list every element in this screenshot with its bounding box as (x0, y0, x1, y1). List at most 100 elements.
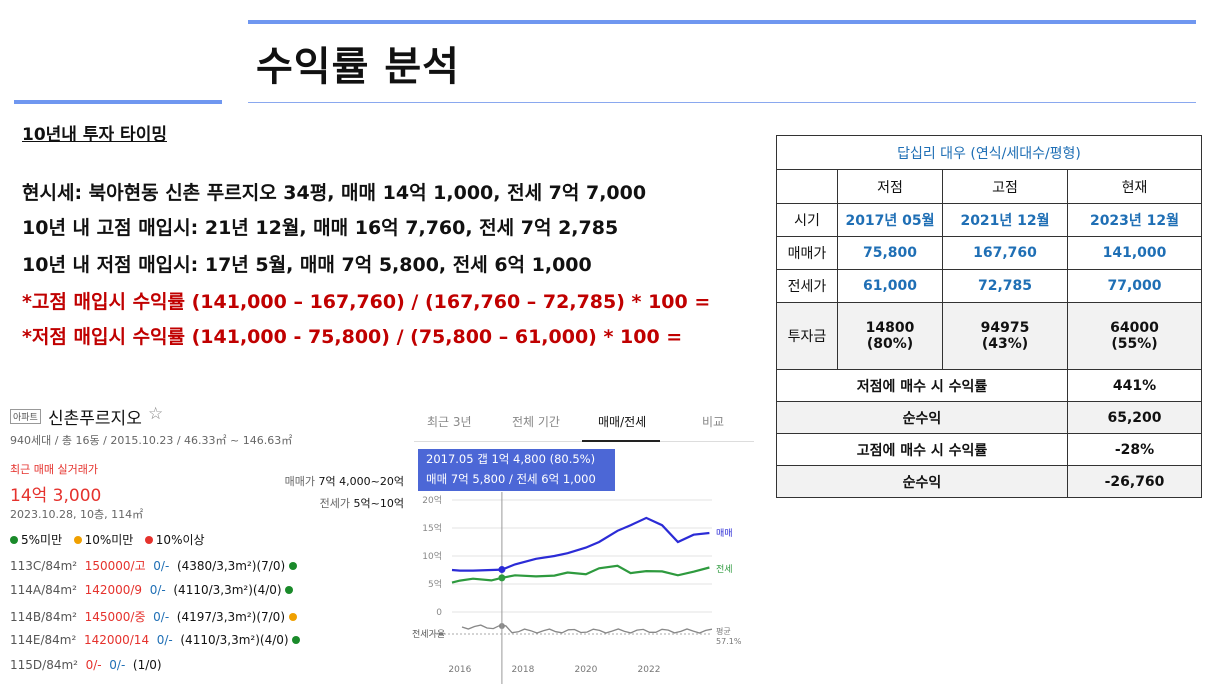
unit-type: 114B/84m² (10, 610, 77, 624)
unit-price: 142000/9 (84, 583, 143, 597)
sale-range-label: 매매가 (284, 475, 316, 488)
apt-name[interactable]: 신촌푸르지오 (48, 409, 142, 429)
jeonse-range-label: 전세가 (319, 497, 351, 510)
col-header-now: 현재 (1067, 169, 1202, 204)
recent-trade-price: 14억 3,000 (10, 486, 102, 506)
row-label-jeonse: 전세가 (776, 269, 838, 303)
unit-row[interactable]: 113C/84m² 150000/고 0/- (4380/3,3m²)(7/0) (10, 557, 300, 574)
unit-type: 114E/84m² (10, 633, 77, 647)
y-tick-label: 20억 (422, 494, 442, 506)
unit-info: (4110/3,3m²)(4/0) (173, 583, 282, 597)
cell-jeonse-low: 61,000 (837, 269, 943, 303)
star-outline-icon[interactable]: ☆ (148, 404, 164, 424)
table-caption: 답십리 대우 (연식/세대수/평형) (776, 135, 1202, 170)
cell-sale-high: 167,760 (942, 236, 1068, 270)
chart-tooltip: 2017.05 갭 1억 4,800 (80.5%) 매매 7억 5,800 /… (418, 449, 615, 491)
top-accent-rule (248, 20, 1196, 24)
avg-label: 평균 (716, 626, 731, 636)
green-dot-icon (285, 586, 294, 594)
invest-amount-now: 64000 (1110, 320, 1159, 336)
table-corner (776, 169, 838, 204)
unit-type: 114A/84m² (10, 583, 77, 597)
recent-trade-date: 2023.10.28, 10층, 114㎡ (10, 508, 144, 521)
x-tick-label: 2020 (574, 665, 597, 675)
unit-row[interactable]: 114A/84m² 142000/9 0/- (4110/3,3m²)(4/0) (10, 583, 296, 597)
unit-row[interactable]: 115D/84m² 0/- 0/- (1/0) (10, 658, 162, 672)
y-tick-label: 10억 (422, 550, 442, 562)
series-line-sale (451, 516, 710, 572)
orange-dot-icon (73, 536, 82, 544)
summary-value-high-yield: -28% (1067, 433, 1202, 466)
x-tick-label: 2018 (511, 665, 534, 675)
tab-recent-3y[interactable]: 최근 3년 (427, 415, 472, 429)
unit-info: (1/0) (132, 658, 162, 672)
tab-sale-jeonse[interactable]: 매매/전세 (598, 415, 647, 429)
rate-legend: 5%미만 10%미만 10%이상 (10, 531, 205, 548)
unit-row[interactable]: 114E/84m² 142000/14 0/- (4110/3,3m²)(4/0… (10, 633, 303, 647)
cell-invest-now: 64000 (55%) (1067, 302, 1202, 370)
green-dot-icon (10, 536, 18, 544)
jeonse-range-value: 5억~10억 (353, 497, 404, 510)
jeonse-range: 전세가 5억~10억 (280, 495, 404, 511)
cell-period-now: 2023년 12월 (1067, 203, 1202, 237)
series-end-label: 전세 (716, 564, 733, 575)
low-formula-line: *저점 매입시 수익률 (141,000 - 75,800) / (75,800… (22, 326, 683, 348)
unit-price: 150000/고 (84, 559, 146, 573)
yield-table: 답십리 대우 (연식/세대수/평형) 저점 고점 현재 시기 2017년 05월… (776, 135, 1202, 498)
tab-active-underline (582, 440, 660, 442)
y-tick-label: 15억 (422, 522, 442, 534)
green-dot-icon (292, 636, 301, 644)
invest-amount-high: 94975 (980, 320, 1030, 336)
summary-value-low-yield: 441% (1067, 369, 1202, 402)
left-accent-rule (14, 100, 222, 104)
unit-type: 113C/84m² (10, 559, 78, 573)
summary-label-high-yield: 고점에 매수 시 수익률 (776, 433, 1068, 466)
summary-value-high-profit: -26,760 (1067, 465, 1202, 498)
orange-dot-icon (288, 613, 297, 621)
cell-invest-high: 94975 (43%) (942, 302, 1068, 370)
unit-info: (4110/3,3m²)(4/0) (180, 633, 289, 647)
cell-jeonse-high: 72,785 (942, 269, 1068, 303)
invest-pct-now: (55%) (1111, 336, 1158, 352)
x-tick-label: 2016 (448, 665, 471, 675)
invest-pct-low: (80%) (866, 336, 914, 352)
invest-pct-high: (43%) (981, 336, 1029, 352)
hover-point-sale (498, 566, 506, 574)
unit-price: 142000/14 (83, 633, 150, 647)
unit-price: 0/- (85, 658, 102, 672)
unit-info: (4380/3,3m²)(7/0) (176, 559, 286, 573)
summary-value-low-profit: 65,200 (1067, 401, 1202, 434)
section-subtitle: 10년내 투자 타이밍 (22, 125, 167, 145)
legend-label: 5%미만 (21, 533, 63, 547)
high-buy-line: 10년 내 고점 매입시: 21년 12월, 매매 16억 7,760, 전세 … (22, 217, 619, 239)
col-header-high: 고점 (942, 169, 1068, 204)
cell-invest-low: 14800 (80%) (837, 302, 943, 370)
recent-trade-label: 최근 매매 실거래가 (10, 463, 98, 476)
unit-info: (4197/3,3m²)(7/0) (176, 610, 286, 624)
row-label-period: 시기 (776, 203, 838, 237)
high-formula-line: *고점 매입시 수익률 (141,000 – 167,760) / (167,7… (22, 291, 711, 313)
unit-price: 145000/중 (84, 610, 146, 624)
title-underline-rule (248, 102, 1196, 103)
y-tick-label: 5억 (428, 578, 442, 590)
unit-jeonse: 0/- (149, 583, 166, 597)
tab-compare[interactable]: 비교 (702, 415, 725, 429)
cell-jeonse-now: 77,000 (1067, 269, 1202, 303)
red-dot-icon (144, 536, 153, 544)
ratio-label: 전세가율 (412, 629, 445, 640)
current-price-line: 현시세: 북아현동 신촌 푸르지오 34평, 매매 14억 1,000, 전세 … (22, 182, 647, 204)
sale-range: 매매가 7억 4,000~20억 (280, 473, 404, 489)
unit-row[interactable]: 114B/84m² 145000/중 0/- (4197/3,3m²)(7/0) (10, 608, 300, 625)
avg-value: 57.1% (716, 637, 742, 646)
cell-period-high: 2021년 12월 (942, 203, 1068, 237)
summary-label-high-profit: 순수익 (776, 465, 1068, 498)
unit-type: 115D/84m² (10, 658, 78, 672)
sale-range-value: 7억 4,000~20억 (318, 475, 404, 488)
series-end-label: 매매 (716, 528, 733, 539)
x-tick-label: 2022 (638, 665, 661, 675)
tab-all-period[interactable]: 전체 기간 (512, 415, 560, 429)
row-label-sale: 매매가 (776, 236, 838, 270)
summary-label-low-yield: 저점에 매수 시 수익률 (776, 369, 1068, 402)
green-dot-icon (289, 562, 297, 570)
